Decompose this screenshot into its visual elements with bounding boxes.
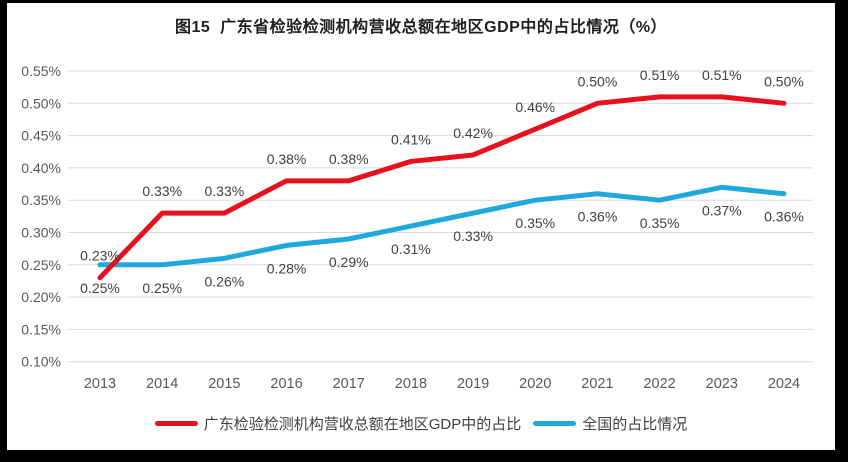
- x-tick-label: 2021: [581, 376, 613, 392]
- y-tick-label: 0.35%: [21, 192, 61, 208]
- x-tick-label: 2018: [395, 376, 427, 392]
- chart-title: 图15 广东省检验检测机构营收总额在地区GDP中的占比情况（%）: [174, 19, 668, 36]
- data-label-national: 0.25%: [142, 280, 182, 296]
- data-label-guangdong: 0.50%: [578, 73, 618, 89]
- data-label-national: 0.33%: [453, 228, 493, 244]
- data-label-national: 0.36%: [764, 209, 804, 225]
- legend-item-national: 全国的占比情况: [533, 413, 687, 434]
- y-tick-label: 0.10%: [21, 354, 61, 370]
- y-tick-label: 0.50%: [21, 95, 61, 111]
- data-label-guangdong: 0.50%: [764, 73, 804, 89]
- data-label-guangdong: 0.46%: [515, 99, 555, 115]
- x-tick-label: 2019: [457, 376, 489, 392]
- data-label-national: 0.35%: [515, 215, 555, 231]
- data-label-guangdong: 0.41%: [391, 131, 431, 147]
- legend-label-national: 全国的占比情况: [582, 415, 688, 433]
- data-label-national: 0.28%: [267, 260, 307, 276]
- x-tick-label: 2024: [768, 376, 800, 392]
- data-label-guangdong: 0.33%: [205, 183, 245, 199]
- x-tick-label: 2014: [146, 376, 178, 392]
- data-label-national: 0.29%: [329, 254, 369, 270]
- data-label-national: 0.26%: [205, 273, 245, 289]
- chart-canvas: 0.55% 0.50% 0.45% 0.40% 0.35% 0.30% 0.25% 0.20%…: [7, 3, 835, 450]
- x-tick-label: 2015: [208, 376, 240, 392]
- legend-line-red-icon: [154, 420, 198, 426]
- y-tick-label: 0.25%: [21, 257, 61, 273]
- data-label-national: 0.36%: [578, 209, 618, 225]
- x-tick-label: 2013: [84, 376, 116, 392]
- y-tick-label: 0.30%: [21, 225, 61, 241]
- data-label-guangdong: 0.38%: [267, 151, 307, 167]
- x-tick-label: 2020: [519, 376, 551, 392]
- y-tick-label: 0.55%: [21, 63, 61, 79]
- series-line-national: [97, 184, 787, 268]
- y-tick-label: 0.15%: [21, 321, 61, 337]
- y-tick-label: 0.45%: [21, 128, 61, 144]
- y-tick-label: 0.40%: [21, 160, 61, 176]
- data-label-national: 0.25%: [80, 280, 120, 296]
- data-label-national: 0.31%: [391, 241, 431, 257]
- chart-legend: 广东检验检测机构营收总额在地区GDP中的占比 全国的占比情况: [7, 412, 835, 434]
- data-label-guangdong: 0.38%: [329, 151, 369, 167]
- data-label-guangdong: 0.42%: [453, 125, 493, 141]
- data-label-national: 0.37%: [702, 202, 742, 218]
- legend-label-guangdong: 广东检验检测机构营收总额在地区GDP中的占比: [203, 415, 522, 433]
- data-label-guangdong: 0.33%: [142, 183, 182, 199]
- legend-item-guangdong: 广东检验检测机构营收总额在地区GDP中的占比: [154, 413, 522, 434]
- series-line-guangdong: [97, 94, 787, 281]
- x-tick-label: 2016: [270, 376, 302, 392]
- data-label-guangdong: 0.23%: [80, 248, 120, 264]
- x-tick-label: 2017: [333, 376, 365, 392]
- x-tick-label: 2022: [643, 376, 675, 392]
- data-label-national: 0.35%: [640, 215, 680, 231]
- plot-area: 0.55% 0.50% 0.45% 0.40% 0.35% 0.30% 0.25% 0.20%…: [21, 63, 813, 392]
- data-label-guangdong: 0.51%: [702, 67, 742, 83]
- y-tick-label: 0.20%: [21, 289, 61, 305]
- data-label-guangdong: 0.51%: [640, 67, 680, 83]
- legend-line-blue-icon: [533, 420, 577, 426]
- x-tick-label: 2023: [706, 376, 738, 392]
